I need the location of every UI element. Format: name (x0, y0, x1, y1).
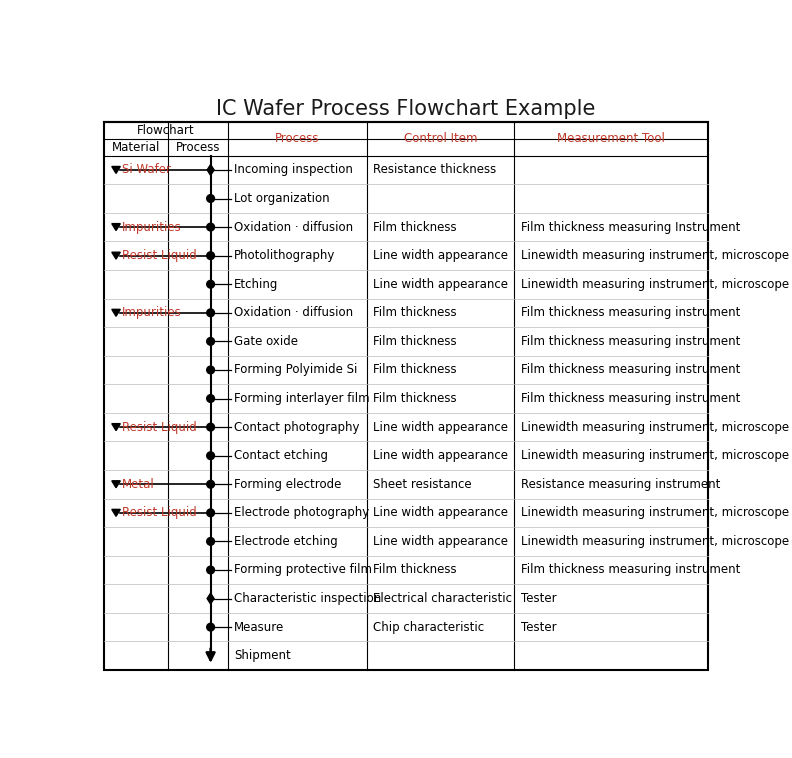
Text: Film thickness measuring instrument: Film thickness measuring instrument (520, 335, 740, 348)
Text: Electrode photography: Electrode photography (234, 506, 369, 519)
Text: Resist Liquid: Resist Liquid (122, 506, 197, 519)
Text: Linewidth measuring instrument, microscope: Linewidth measuring instrument, microsco… (520, 535, 789, 548)
Text: Tester: Tester (520, 592, 556, 605)
Text: Contact photography: Contact photography (234, 421, 360, 434)
Text: Line width appearance: Line width appearance (373, 277, 508, 291)
Text: Linewidth measuring instrument, microscope: Linewidth measuring instrument, microsco… (520, 449, 789, 462)
Text: Film thickness measuring instrument: Film thickness measuring instrument (520, 363, 740, 377)
Circle shape (207, 195, 215, 202)
Text: Film thickness: Film thickness (373, 306, 457, 319)
Text: Chip characteristic: Chip characteristic (373, 621, 485, 634)
Text: Film thickness measuring instrument: Film thickness measuring instrument (520, 563, 740, 577)
Text: Linewidth measuring instrument, microscope: Linewidth measuring instrument, microsco… (520, 249, 789, 262)
Text: Resistance thickness: Resistance thickness (373, 164, 497, 177)
Circle shape (207, 395, 215, 402)
Text: Film thickness measuring instrument: Film thickness measuring instrument (520, 306, 740, 319)
Text: Film thickness measuring Instrument: Film thickness measuring Instrument (520, 221, 740, 233)
Text: Shipment: Shipment (234, 649, 291, 662)
Text: Flowchart: Flowchart (137, 124, 195, 136)
Text: Photolithography: Photolithography (234, 249, 335, 262)
Text: Gate oxide: Gate oxide (234, 335, 298, 348)
Polygon shape (112, 424, 120, 431)
Text: Resist Liquid: Resist Liquid (122, 249, 197, 262)
Circle shape (207, 566, 215, 574)
Text: Incoming inspection: Incoming inspection (234, 164, 352, 177)
Text: Electrode etching: Electrode etching (234, 535, 337, 548)
Polygon shape (112, 509, 120, 516)
Circle shape (207, 280, 215, 288)
Polygon shape (112, 167, 120, 174)
Polygon shape (208, 594, 214, 604)
Circle shape (207, 623, 215, 631)
Text: Forming Polyimide Si: Forming Polyimide Si (234, 363, 357, 377)
Polygon shape (112, 309, 120, 316)
Circle shape (207, 423, 215, 431)
Text: Oxidation · diffusion: Oxidation · diffusion (234, 221, 353, 233)
Text: Sheet resistance: Sheet resistance (373, 478, 472, 490)
Text: Si Wafer: Si Wafer (122, 164, 171, 177)
Polygon shape (112, 224, 120, 230)
Text: Line width appearance: Line width appearance (373, 535, 508, 548)
Text: Resist Liquid: Resist Liquid (122, 421, 197, 434)
Circle shape (207, 452, 215, 459)
Circle shape (207, 509, 215, 517)
Text: IC Wafer Process Flowchart Example: IC Wafer Process Flowchart Example (216, 99, 596, 119)
Text: Film thickness: Film thickness (373, 563, 457, 577)
Circle shape (207, 223, 215, 231)
Text: Film thickness measuring instrument: Film thickness measuring instrument (520, 392, 740, 405)
Text: Linewidth measuring instrument, microscope: Linewidth measuring instrument, microsco… (520, 277, 789, 291)
Text: Oxidation · diffusion: Oxidation · diffusion (234, 306, 353, 319)
Text: Line width appearance: Line width appearance (373, 249, 508, 262)
Text: Metal: Metal (122, 478, 155, 490)
Text: Impurities: Impurities (122, 221, 182, 233)
Text: Contact etching: Contact etching (234, 449, 328, 462)
Text: Measure: Measure (234, 621, 284, 634)
Circle shape (207, 337, 215, 345)
Text: Process: Process (176, 141, 220, 154)
Text: Forming interlayer film: Forming interlayer film (234, 392, 370, 405)
Text: Etching: Etching (234, 277, 278, 291)
Text: Forming protective film: Forming protective film (234, 563, 372, 577)
Text: Measurement Tool: Measurement Tool (558, 132, 665, 146)
Circle shape (207, 537, 215, 545)
Text: Forming electrode: Forming electrode (234, 478, 341, 490)
Text: Characteristic inspection: Characteristic inspection (234, 592, 381, 605)
Text: Process: Process (275, 132, 320, 146)
Polygon shape (208, 164, 214, 175)
Text: Linewidth measuring instrument, microscope: Linewidth measuring instrument, microsco… (520, 506, 789, 519)
Text: Electrical characteristic: Electrical characteristic (373, 592, 512, 605)
Text: Film thickness: Film thickness (373, 363, 457, 377)
Text: Line width appearance: Line width appearance (373, 449, 508, 462)
Text: Impurities: Impurities (122, 306, 182, 319)
Text: Resistance measuring instrument: Resistance measuring instrument (520, 478, 720, 490)
Text: Line width appearance: Line width appearance (373, 506, 508, 519)
Text: Film thickness: Film thickness (373, 221, 457, 233)
Circle shape (207, 481, 215, 488)
Text: Linewidth measuring instrument, microscope: Linewidth measuring instrument, microsco… (520, 421, 789, 434)
Circle shape (207, 309, 215, 317)
Circle shape (207, 252, 215, 259)
Text: Tester: Tester (520, 621, 556, 634)
Polygon shape (112, 252, 120, 259)
Text: Material: Material (112, 141, 160, 154)
Text: Film thickness: Film thickness (373, 392, 457, 405)
Text: Line width appearance: Line width appearance (373, 421, 508, 434)
Text: Control Item: Control Item (404, 132, 478, 146)
Text: Film thickness: Film thickness (373, 335, 457, 348)
Circle shape (207, 366, 215, 374)
Text: Lot organization: Lot organization (234, 192, 329, 205)
Polygon shape (112, 481, 120, 487)
